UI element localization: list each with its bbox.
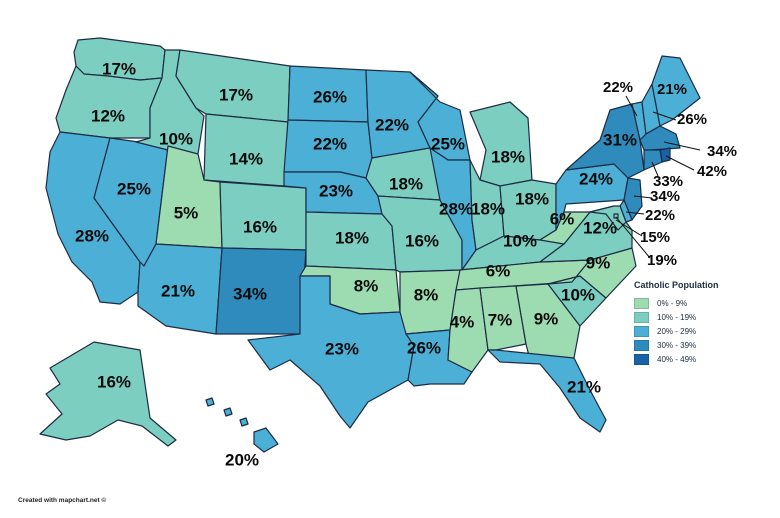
state-label-vt: 22%: [603, 79, 633, 96]
state-label-ms: 4%: [450, 312, 475, 331]
state-label-nv: 25%: [117, 179, 151, 198]
state-label-me: 21%: [657, 81, 687, 98]
state-al: [479, 285, 527, 351]
state-label-mi: 18%: [491, 147, 525, 166]
state-label-hi: 20%: [225, 450, 259, 469]
state-label-de: 22%: [645, 207, 675, 224]
state-tx: [247, 275, 415, 429]
state-label-ky: 10%: [503, 231, 537, 250]
legend-title: Catholic Population: [634, 280, 719, 290]
state-label-ma: 34%: [707, 143, 737, 160]
legend-swatch: [634, 353, 649, 365]
state-md: [589, 205, 627, 231]
leader-line-de: [625, 211, 645, 215]
state-label-tx: 23%: [325, 339, 359, 358]
map-credit: Created with mapchart.net ©: [18, 497, 107, 504]
state-label-ks: 18%: [335, 228, 369, 247]
state-dc: [613, 213, 619, 219]
state-label-nh: 26%: [677, 111, 707, 128]
state-label-va: 12%: [583, 218, 617, 237]
state-label-nj: 34%: [650, 188, 680, 205]
state-label-tn: 6%: [486, 261, 511, 280]
state-label-al: 7%: [488, 310, 513, 329]
state-label-ny: 31%: [603, 130, 637, 149]
state-label-wa: 17%: [102, 59, 136, 78]
state-label-fl: 21%: [567, 377, 601, 396]
legend-label: 40% - 49%: [657, 354, 697, 364]
state-shapes: [39, 37, 701, 453]
state-label-dc: 19%: [647, 252, 677, 269]
leader-line-dc: [615, 216, 651, 259]
state-label-nm: 34%: [233, 284, 267, 303]
state-label-nd: 26%: [313, 87, 347, 106]
state-label-il: 28%: [439, 199, 473, 218]
state-label-md: 15%: [640, 229, 670, 246]
state-label-la: 26%: [407, 338, 441, 357]
state-label-oh: 18%: [515, 189, 549, 208]
state-label-ok: 8%: [354, 276, 379, 295]
state-hi: [205, 397, 279, 453]
state-label-wv: 6%: [550, 209, 575, 228]
state-label-wi: 25%: [431, 134, 465, 153]
legend-label: 20% - 29%: [657, 326, 697, 336]
state-label-ia: 18%: [389, 174, 423, 193]
legend: Catholic Population 0% - 9% 10% - 19% 20% …: [634, 280, 774, 366]
leader-line-ri: [665, 155, 695, 171]
state-co: [219, 181, 307, 251]
state-mi: [469, 101, 533, 187]
legend-swatch: [634, 325, 649, 337]
state-label-mn: 22%: [375, 115, 409, 134]
leader-line-ct: [651, 161, 659, 177]
state-label-or: 12%: [91, 106, 125, 125]
state-label-ne: 23%: [319, 181, 353, 200]
state-label-sc: 10%: [561, 285, 595, 304]
state-label-mt: 17%: [219, 85, 253, 104]
legend-swatch: [634, 311, 649, 323]
leader-line-vt: [625, 95, 638, 117]
state-label-id: 10%: [159, 129, 193, 148]
legend-swatch: [634, 339, 649, 351]
state-label-wy: 14%: [229, 149, 263, 168]
state-ct: [643, 149, 663, 171]
state-label-co: 16%: [243, 217, 277, 236]
state-label-ga: 9%: [534, 309, 559, 328]
state-label-pa: 24%: [579, 169, 613, 188]
state-ak: [39, 341, 177, 447]
state-fl: [487, 349, 607, 433]
legend-label: 10% - 19%: [657, 312, 697, 322]
state-label-sd: 22%: [313, 134, 347, 153]
legend-label: 30% - 39%: [657, 340, 697, 350]
legend-swatch: [634, 297, 649, 309]
leader-line-nh: [652, 111, 677, 121]
legend-item: 40% - 49%: [634, 352, 774, 366]
legend-label: 0% - 9%: [657, 298, 688, 308]
state-label-az: 21%: [161, 281, 195, 300]
state-label-ri: 42%: [697, 163, 727, 180]
state-label-ut: 5%: [174, 203, 199, 222]
state-label-ar: 8%: [414, 285, 439, 304]
state-label-nc: 9%: [586, 253, 611, 272]
state-label-mo: 16%: [405, 231, 439, 250]
legend-item: 30% - 39%: [634, 338, 774, 352]
leader-line-ma: [663, 141, 701, 151]
legend-item: 10% - 19%: [634, 310, 774, 324]
state-label-ca: 28%: [75, 226, 109, 245]
leader-line-nj: [633, 195, 653, 199]
leader-lines: [615, 95, 701, 259]
legend-item: 0% - 9%: [634, 296, 774, 310]
state-labels: 17%12%28%25%10%17%14%5%16%21% 34%26%22%23…: [75, 59, 737, 469]
legend-item: 20% - 29%: [634, 324, 774, 338]
state-label-in: 18%: [471, 199, 505, 218]
state-label-ct: 33%: [653, 173, 683, 190]
state-label-ak: 16%: [97, 372, 131, 391]
